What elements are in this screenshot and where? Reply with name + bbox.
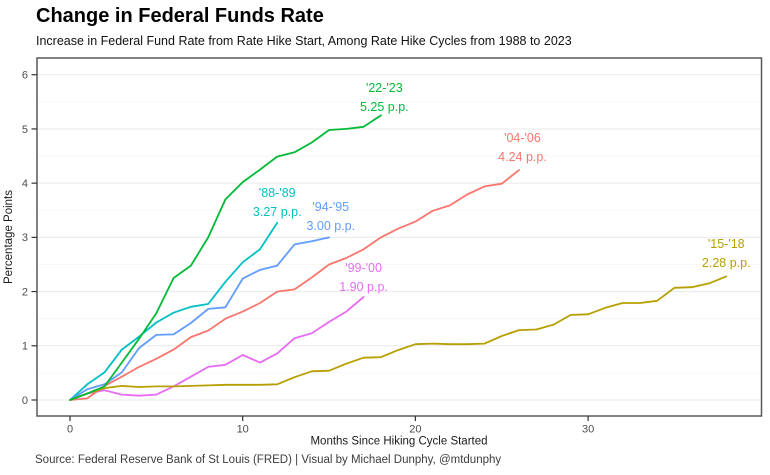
page-title: Change in Federal Funds Rate	[36, 5, 324, 27]
y-axis-title: Percentage Points	[3, 190, 15, 284]
series-lines	[69, 114, 728, 401]
y-tick-label-3: 3	[22, 232, 28, 244]
y-tick-label-1: 1	[22, 341, 28, 353]
series-label-04-06: '04-'06 4.24 p.p.	[498, 131, 547, 164]
y-tick-label-4: 4	[22, 178, 28, 190]
y-tick-label-0: 0	[22, 395, 28, 407]
series-label-99-00: '99-'00 1.90 p.p.	[339, 261, 388, 294]
chart-subtitle: Increase in Federal Fund Rate from Rate …	[36, 34, 572, 48]
x-tick-label-20: 20	[409, 424, 421, 436]
y-tick-label-6: 6	[22, 70, 28, 82]
series-label-15-18: '15-'18 2.28 p.p.	[702, 237, 751, 270]
x-axis-title: Months Since Hiking Cycle Started	[310, 436, 487, 448]
gridlines	[38, 74, 761, 401]
x-tick-label-10: 10	[237, 424, 249, 436]
series-labels: '88-'89 3.27 p.p. '94-'95 3.00 p.p. '99-'00 1…	[253, 81, 751, 294]
series-label-88-89: '88-'89 3.27 p.p.	[253, 186, 302, 219]
y-tick-label-5: 5	[22, 124, 28, 136]
series-label-22-23: '22-'23 5.25 p.p.	[360, 81, 409, 114]
series-label-94-95: '94-'95 3.00 p.p.	[306, 200, 355, 233]
series-line-99-00	[69, 296, 365, 401]
series-line-15-18	[69, 275, 728, 401]
y-tick-label-2: 2	[22, 286, 28, 298]
source-credit: Source: Federal Reserve Bank of St Louis…	[35, 454, 502, 466]
x-tick-label-30: 30	[582, 424, 594, 436]
series-line-22-23	[69, 114, 382, 401]
series-line-94-95	[69, 236, 331, 401]
axes: 0 10 20 30 0 1 2 3 4 5 6	[22, 70, 594, 436]
series-line-88-89	[69, 221, 279, 401]
x-tick-label-0: 0	[67, 424, 73, 436]
series-line-04-06	[69, 169, 520, 401]
